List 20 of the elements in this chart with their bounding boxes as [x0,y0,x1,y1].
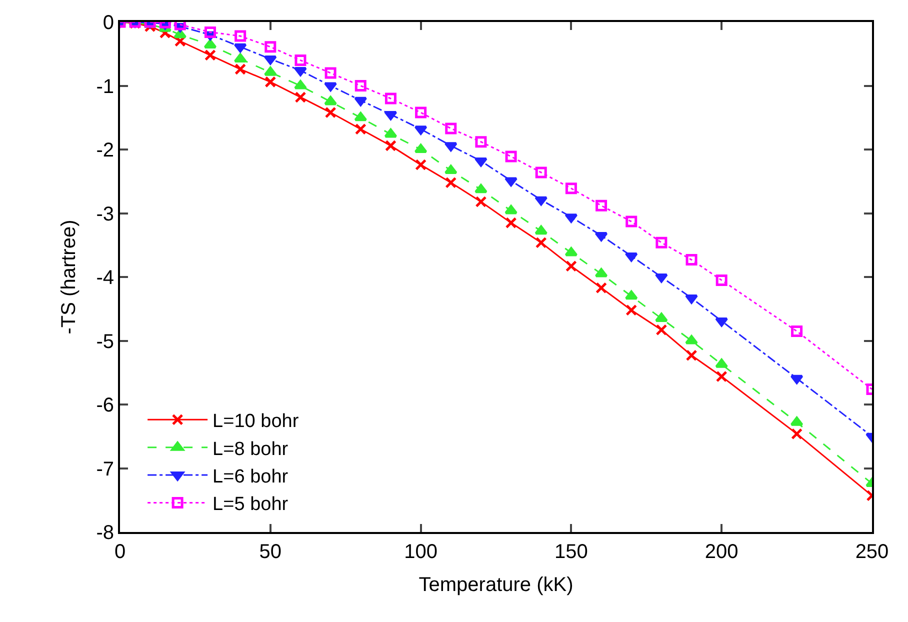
legend-label: L=6 bohr [212,466,289,488]
y-tick-label: -1 [96,76,114,98]
x-axis-title: Temperature (kK) [418,574,574,596]
x-tick-label: 200 [704,541,738,563]
y-tick-label: 0 [102,12,114,34]
x-tick-label: 150 [554,541,588,563]
y-tick-label: -2 [96,140,114,162]
y-tick-label: -3 [96,203,114,226]
y-tick-label: -6 [96,394,114,416]
legend-label: L=10 bohr [212,411,300,432]
y-tick-label: -7 [96,458,114,480]
y-tick-label: -5 [96,330,114,353]
y-tick-label: -4 [96,267,114,289]
x-tick-label: 250 [855,541,889,563]
legend-label: L=5 bohr [212,494,289,516]
y-axis-title: -TS (hartree) [58,220,80,334]
x-tick-label: 100 [404,541,438,563]
legend-label: L=8 bohr [212,438,289,460]
y-tick-label: -8 [96,522,114,544]
x-tick-label: 50 [259,541,282,563]
